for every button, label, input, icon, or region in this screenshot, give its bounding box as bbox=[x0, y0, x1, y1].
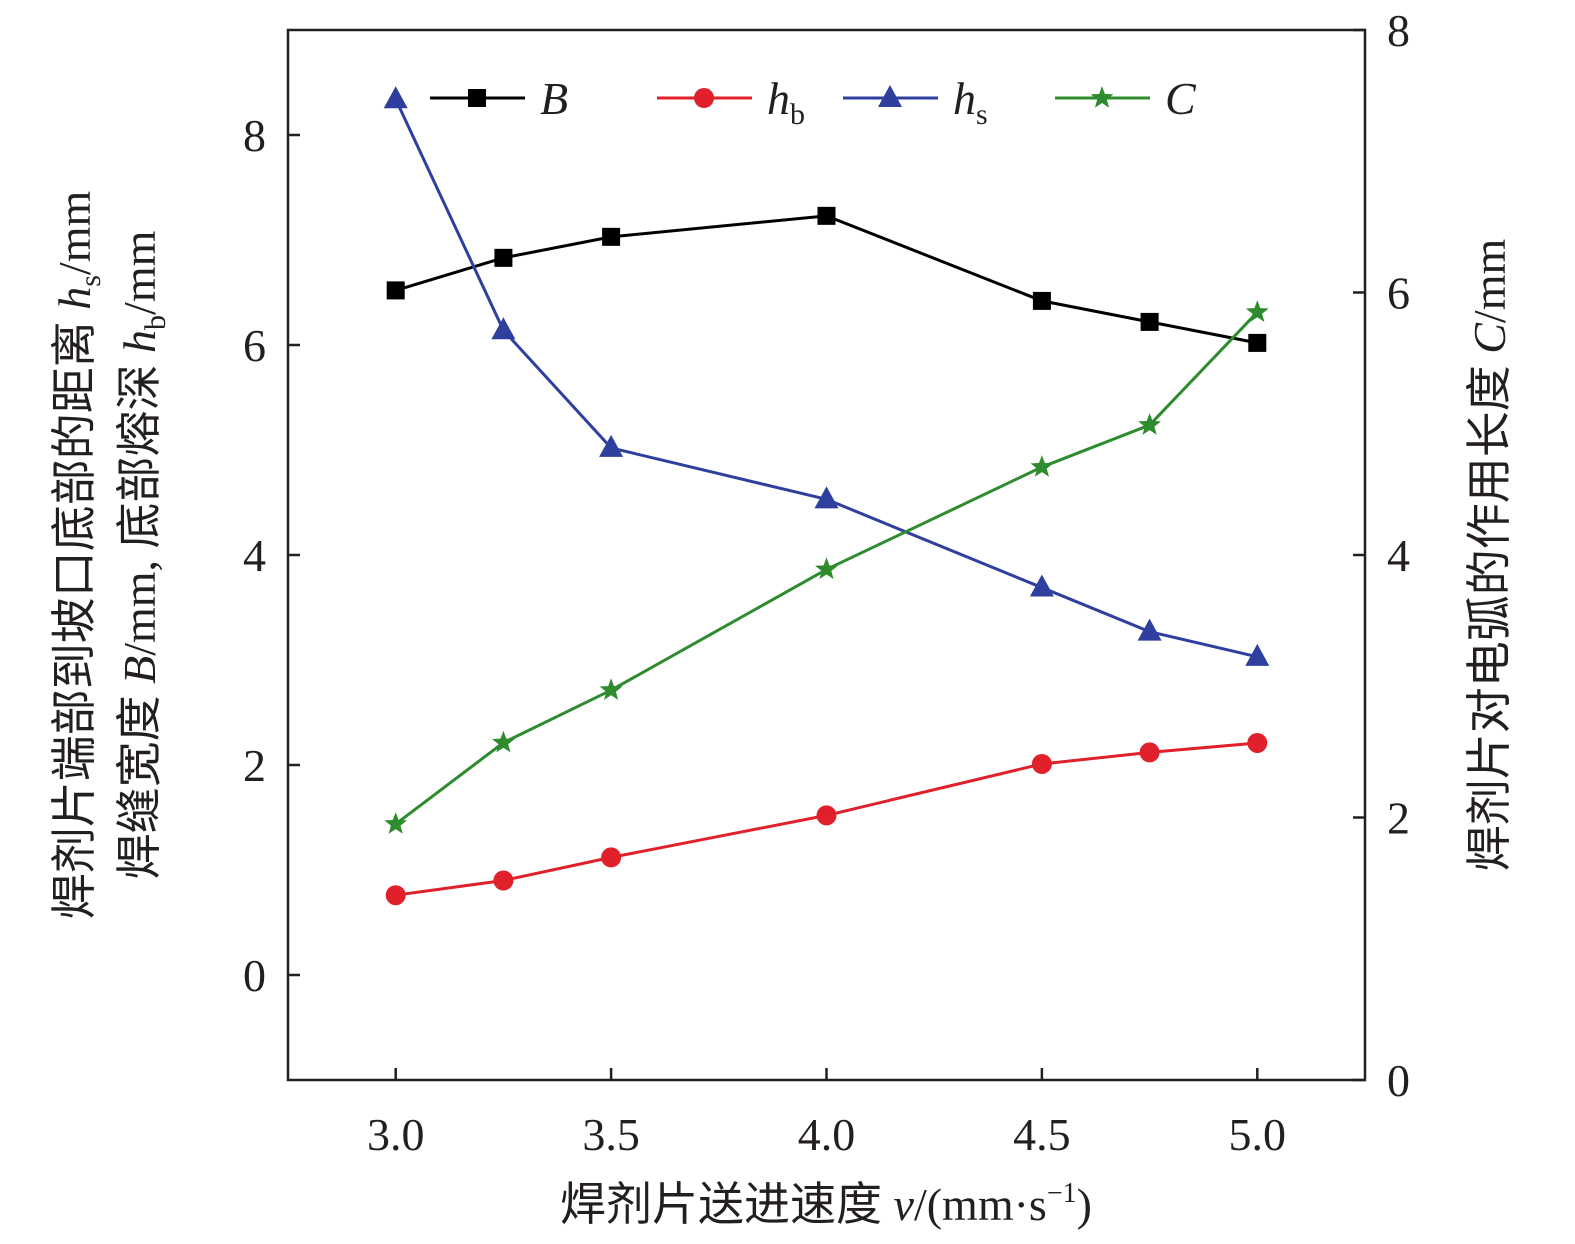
x-tick-label: 3.5 bbox=[582, 1109, 640, 1160]
y-tick-label-right: 8 bbox=[1387, 5, 1410, 56]
data-point-b bbox=[1032, 291, 1051, 310]
y-tick-label-left: 4 bbox=[243, 530, 266, 581]
data-point-hs bbox=[1245, 643, 1270, 666]
legend-label-b: B bbox=[540, 73, 568, 124]
legend-label-hb: hb bbox=[767, 73, 805, 131]
data-point-b bbox=[817, 206, 836, 225]
x-tick-label: 5.0 bbox=[1229, 1109, 1287, 1160]
data-point-hs bbox=[383, 86, 408, 109]
x-tick-label: 4.5 bbox=[1013, 1109, 1071, 1160]
y-tick-label-left: 6 bbox=[243, 320, 266, 371]
data-point-hs bbox=[1137, 618, 1162, 641]
data-point-b bbox=[1248, 333, 1267, 352]
data-point-b bbox=[386, 281, 405, 300]
y-tick-label-left: 0 bbox=[243, 950, 266, 1001]
y-tick-label-right: 4 bbox=[1387, 530, 1410, 581]
data-point-hs bbox=[599, 434, 624, 457]
data-point-hs bbox=[1029, 574, 1054, 597]
series-line-b bbox=[395, 214, 1258, 345]
legend-marker-hs bbox=[878, 85, 902, 107]
data-point-c bbox=[384, 812, 408, 834]
y-tick-label-right: 6 bbox=[1387, 268, 1410, 319]
y-axis-label-right: 焊剂片对电弧的作用长度 C/mm bbox=[1464, 239, 1515, 872]
data-point-c bbox=[1245, 300, 1269, 322]
data-point-c bbox=[1030, 455, 1054, 477]
y-tick-label-left: 2 bbox=[243, 740, 266, 791]
data-point-b bbox=[494, 248, 513, 267]
data-point-c bbox=[599, 678, 623, 700]
data-point-c bbox=[492, 730, 515, 753]
legend-label-hs: hs bbox=[953, 73, 988, 131]
data-point-hb bbox=[1247, 732, 1268, 753]
data-point-c bbox=[815, 557, 838, 580]
data-point-hs bbox=[491, 317, 516, 340]
y-axis-label-left-outer: 焊剂片端部到坡口底部的距离 hs/mm bbox=[49, 191, 107, 920]
legend-marker-hb bbox=[694, 88, 714, 108]
data-point-hb bbox=[385, 885, 406, 906]
x-tick-label: 4.0 bbox=[798, 1109, 856, 1160]
legend-label-c: C bbox=[1165, 73, 1197, 124]
data-point-hb bbox=[493, 870, 514, 891]
x-axis-label: 焊剂片送进速度 v/(mm·s−1) bbox=[560, 1178, 1092, 1230]
data-point-hb bbox=[816, 805, 837, 826]
data-point-hb bbox=[1031, 753, 1052, 774]
plot-frame bbox=[286, 28, 1367, 1082]
y-tick-label-right: 0 bbox=[1387, 1055, 1410, 1106]
legend-marker-b bbox=[468, 89, 486, 107]
y-tick-label-left: 8 bbox=[243, 110, 266, 161]
data-point-hs bbox=[814, 486, 839, 509]
legend-marker-c bbox=[1090, 86, 1114, 108]
data-point-hb bbox=[601, 847, 622, 868]
data-point-b bbox=[1140, 312, 1159, 331]
x-tick-label: 3.0 bbox=[367, 1109, 425, 1160]
y-tick-label-right: 2 bbox=[1387, 793, 1410, 844]
y-axis-label-left-inner: 焊缝宽度 B/mm, 底部熔深 hb/mm bbox=[114, 230, 172, 879]
data-point-c bbox=[1138, 413, 1161, 435]
data-point-b bbox=[602, 227, 621, 246]
data-point-hb bbox=[1139, 742, 1160, 763]
